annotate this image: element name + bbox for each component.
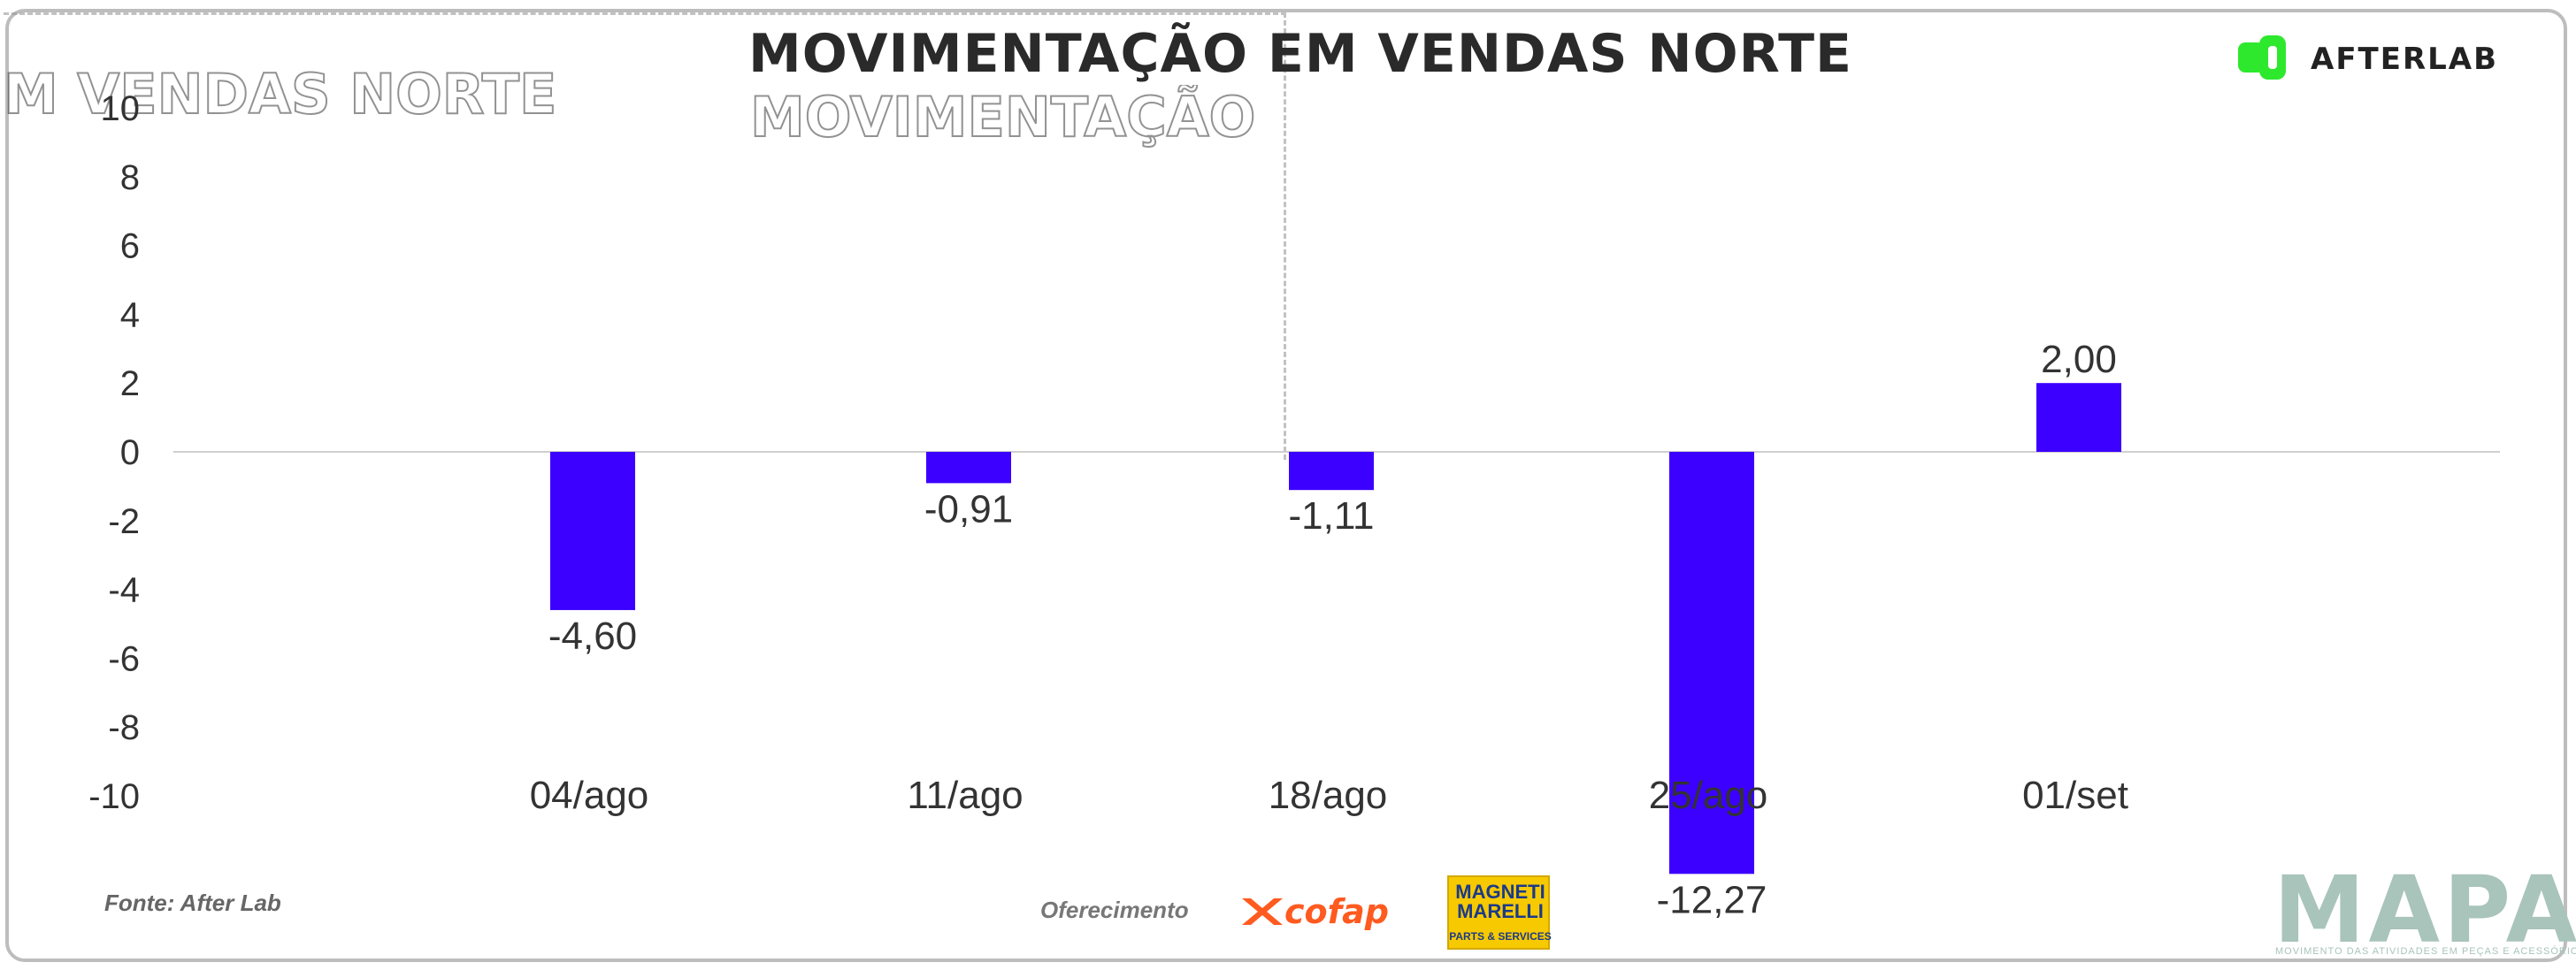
cofap-logo: cofap bbox=[1242, 892, 1389, 931]
x-tick-label: 04/ago bbox=[530, 774, 649, 817]
y-tick-label: 0 bbox=[120, 433, 140, 472]
afterlab-logo: AFTERLAB bbox=[2238, 34, 2498, 85]
magneti-logo-name: MAGNETI MARELLI bbox=[1455, 881, 1545, 922]
bar-01-set bbox=[2036, 383, 2121, 452]
cofap-logo-text: cofap bbox=[1284, 892, 1389, 931]
bars-group bbox=[550, 383, 2121, 875]
value-label: 2,00 bbox=[2041, 338, 2117, 381]
x-tick-label: 01/set bbox=[2022, 774, 2128, 817]
y-tick-label: -10 bbox=[88, 777, 140, 816]
mapa-tagline: MOVIMENTO DAS ATIVIDADES EM PEÇAS E ACES… bbox=[2275, 946, 2576, 957]
afterlab-logo-icon bbox=[2238, 35, 2286, 80]
mapa-logo: MAPA bbox=[2273, 856, 2576, 964]
value-labels: -4,60 -0,91 -1,11 -12,27 2,00 bbox=[548, 338, 2117, 921]
y-tick-label: 4 bbox=[120, 295, 140, 334]
x-tick-label: 25/ago bbox=[1649, 774, 1768, 817]
source-note: Fonte: After Lab bbox=[104, 890, 281, 916]
bar-11-ago bbox=[926, 452, 1011, 484]
chart-frame bbox=[5, 9, 2567, 962]
y-tick-label: 8 bbox=[120, 158, 140, 197]
x-tick-label: 11/ago bbox=[907, 774, 1023, 817]
y-tick-label: -2 bbox=[108, 502, 140, 541]
bar-04-ago bbox=[550, 452, 635, 610]
magneti-logo-sub: PARTS & SERVICES bbox=[1449, 930, 1552, 943]
bar-18-ago bbox=[1289, 452, 1374, 491]
y-axis: 10 8 6 4 2 0 -2 -4 -6 -8 -10 bbox=[88, 89, 140, 816]
afterlab-logo-text: AFTERLAB bbox=[2311, 42, 2499, 77]
chart-title: MOVIMENTAÇÃO EM VENDAS NORTE bbox=[748, 23, 1853, 85]
y-tick-label: -8 bbox=[108, 708, 140, 747]
x-axis: 04/ago 11/ago 18/ago 25/ago 01/set bbox=[530, 774, 2128, 817]
ghost-title-left: M VENDAS NORTE bbox=[4, 62, 557, 126]
ghost-selection-box bbox=[4, 12, 1286, 460]
y-tick-label: -6 bbox=[108, 639, 140, 678]
y-tick-label: 6 bbox=[120, 227, 140, 266]
value-label: -12,27 bbox=[1657, 878, 1767, 921]
y-tick-label: 10 bbox=[101, 89, 141, 128]
value-label: -1,11 bbox=[1288, 494, 1374, 538]
sponsor-label: Oferecimento bbox=[1040, 897, 1189, 923]
magneti-marelli-logo: MAGNETI MARELLI PARTS & SERVICES bbox=[1447, 875, 1552, 950]
value-label: -0,91 bbox=[924, 487, 1013, 531]
cofap-logo-icon bbox=[1242, 898, 1283, 925]
y-tick-label: -4 bbox=[108, 571, 140, 610]
bar-25-ago bbox=[1669, 452, 1754, 875]
value-label: -4,60 bbox=[548, 615, 637, 658]
x-tick-label: 18/ago bbox=[1269, 774, 1388, 817]
ghost-title-center: MOVIMENTAÇÃO bbox=[750, 85, 1256, 149]
y-tick-label: 2 bbox=[120, 364, 140, 403]
